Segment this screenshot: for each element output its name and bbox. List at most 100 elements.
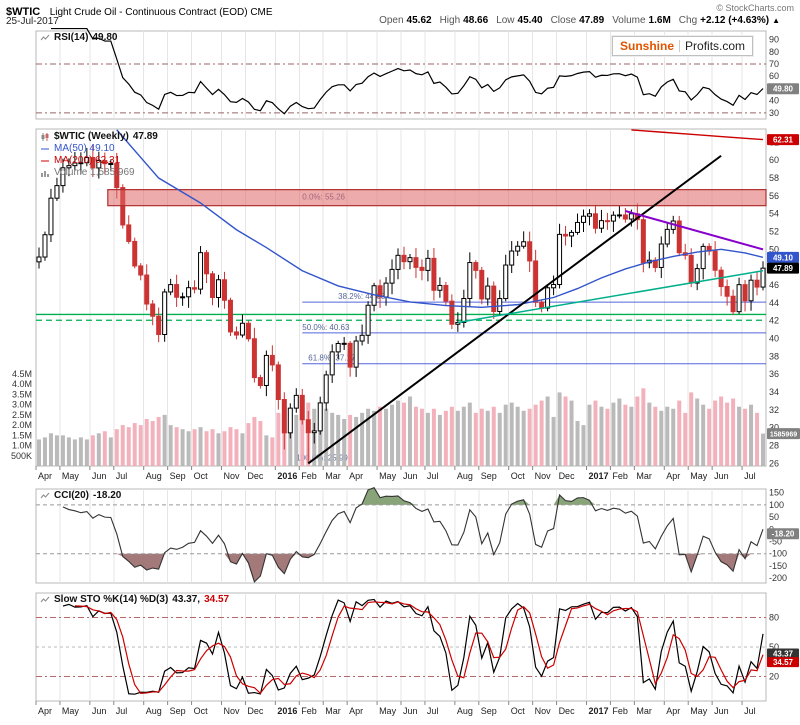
- chart-title: Light Crude Oil - Continuous Contract (E…: [49, 7, 273, 18]
- logo-text-profits: Profits.com: [685, 39, 746, 53]
- svg-text:56: 56: [769, 191, 779, 201]
- svg-text:-200: -200: [769, 573, 787, 583]
- copyright-link[interactable]: © StockCharts.com: [716, 3, 794, 13]
- svg-text:Aug: Aug: [457, 706, 473, 716]
- candlestick-series: [36, 144, 766, 463]
- svg-text:Dec: Dec: [559, 471, 576, 481]
- rsi-line: [50, 27, 764, 115]
- main-legend: $WTIC (Weekly) 47.89: [40, 131, 158, 142]
- svg-text:100: 100: [769, 500, 784, 510]
- rsi-legend-value: 49.80: [92, 32, 118, 43]
- svg-text:100.0%: 25.99: 100.0%: 25.99: [296, 453, 348, 462]
- candlestick-icon: [40, 132, 50, 142]
- svg-text:40: 40: [769, 96, 779, 106]
- svg-text:Sep: Sep: [170, 471, 186, 481]
- svg-text:Apr: Apr: [349, 471, 363, 481]
- svg-text:Oct: Oct: [194, 706, 209, 716]
- quote-value: +2.12 (+4.63%): [700, 15, 770, 26]
- svg-text:49.80: 49.80: [773, 85, 794, 94]
- quote-label: High: [439, 15, 461, 26]
- sto-legend-d-value: 34.57: [204, 594, 230, 605]
- svg-text:-50: -50: [769, 536, 782, 546]
- svg-text:36: 36: [769, 369, 779, 379]
- value-box: 62.31: [767, 134, 799, 146]
- svg-text:Mar: Mar: [325, 706, 341, 716]
- ma50-legend: MA(50) 49.10: [40, 143, 115, 154]
- svg-text:Feb: Feb: [612, 706, 628, 716]
- svg-text:May: May: [62, 471, 80, 481]
- svg-text:Apr: Apr: [38, 706, 52, 716]
- cci-legend: CCI(20) -18.20: [40, 490, 121, 501]
- trendline-declining-purple: [625, 210, 764, 251]
- sto-k-line: [62, 598, 764, 695]
- svg-text:Nov: Nov: [535, 706, 552, 716]
- svg-text:62.31: 62.31: [773, 136, 794, 145]
- svg-text:38: 38: [769, 351, 779, 361]
- svg-text:Jul: Jul: [116, 471, 128, 481]
- svg-text:500K: 500K: [11, 451, 32, 461]
- value-box: -18.20: [767, 528, 799, 540]
- volume-series: [36, 388, 766, 466]
- value-box: 1585969: [767, 428, 800, 440]
- header-line-1: $WTIC Light Crude Oil - Continuous Contr…: [6, 2, 273, 20]
- svg-text:70: 70: [769, 59, 779, 69]
- ticker-symbol: $WTIC: [6, 6, 41, 18]
- svg-text:Jul: Jul: [116, 706, 128, 716]
- quote-value: 45.40: [517, 15, 543, 26]
- svg-text:2016: 2016: [277, 706, 297, 716]
- price-axis: 62605856545250484644424038363432302826: [769, 137, 779, 468]
- ma200-legend-label: MA(200) 62.31: [54, 155, 121, 166]
- svg-text:50.0%: 40.63: 50.0%: 40.63: [302, 323, 350, 332]
- svg-text:May: May: [62, 706, 80, 716]
- svg-text:30: 30: [769, 423, 779, 433]
- month-gridlines: [59, 31, 743, 701]
- svg-text:May: May: [690, 706, 708, 716]
- svg-text:90: 90: [769, 35, 779, 45]
- svg-text:Aug: Aug: [146, 706, 162, 716]
- sunshine-profits-logo[interactable]: Sunshine Profits.com: [612, 36, 754, 56]
- svg-text:Feb: Feb: [612, 471, 628, 481]
- svg-text:Feb: Feb: [301, 706, 317, 716]
- svg-text:Dec: Dec: [247, 471, 264, 481]
- line-chart-icon: [40, 156, 50, 166]
- cci-legend-label: CCI(20): [54, 490, 90, 501]
- svg-text:Dec: Dec: [559, 706, 576, 716]
- quote-label: Low: [496, 15, 515, 26]
- svg-text:46: 46: [769, 280, 779, 290]
- svg-text:3.0M: 3.0M: [12, 400, 32, 410]
- svg-text:58: 58: [769, 173, 779, 183]
- quote-label: Chg: [678, 15, 698, 26]
- ma50-legend-label: MA(50) 49.10: [54, 143, 115, 154]
- svg-text:20: 20: [769, 671, 779, 681]
- bar-chart-icon: [40, 168, 50, 178]
- svg-text:1.5M: 1.5M: [12, 430, 32, 440]
- svg-text:Jun: Jun: [92, 471, 107, 481]
- svg-text:2016: 2016: [277, 471, 297, 481]
- svg-text:Nov: Nov: [535, 471, 552, 481]
- change-direction-icon: ▲: [772, 16, 780, 25]
- svg-text:34: 34: [769, 387, 779, 397]
- value-box: 43.37: [767, 648, 799, 659]
- volume-legend: Volume 1,585,969: [40, 167, 135, 178]
- svg-text:42: 42: [769, 316, 779, 326]
- sto-legend: Slow STO %K(14) %D(3) 43.37, 34.57: [40, 594, 229, 605]
- svg-text:54: 54: [769, 209, 779, 219]
- svg-text:Mar: Mar: [636, 706, 652, 716]
- quote-label: Close: [550, 15, 577, 26]
- sto-panel: 80 50 20: [36, 598, 779, 695]
- svg-text:2017: 2017: [588, 471, 608, 481]
- svg-text:80: 80: [769, 47, 779, 57]
- svg-text:May: May: [690, 471, 708, 481]
- svg-text:50: 50: [769, 642, 779, 652]
- svg-text:Jun: Jun: [714, 706, 729, 716]
- svg-text:Jul: Jul: [744, 706, 756, 716]
- line-chart-icon: [40, 595, 50, 605]
- volume-legend-label: Volume 1,585,969: [54, 167, 135, 178]
- svg-text:Apr: Apr: [666, 471, 680, 481]
- line-chart-icon: [40, 33, 50, 43]
- svg-text:26: 26: [769, 458, 779, 468]
- svg-text:150: 150: [769, 488, 784, 498]
- svg-text:-100: -100: [769, 549, 787, 559]
